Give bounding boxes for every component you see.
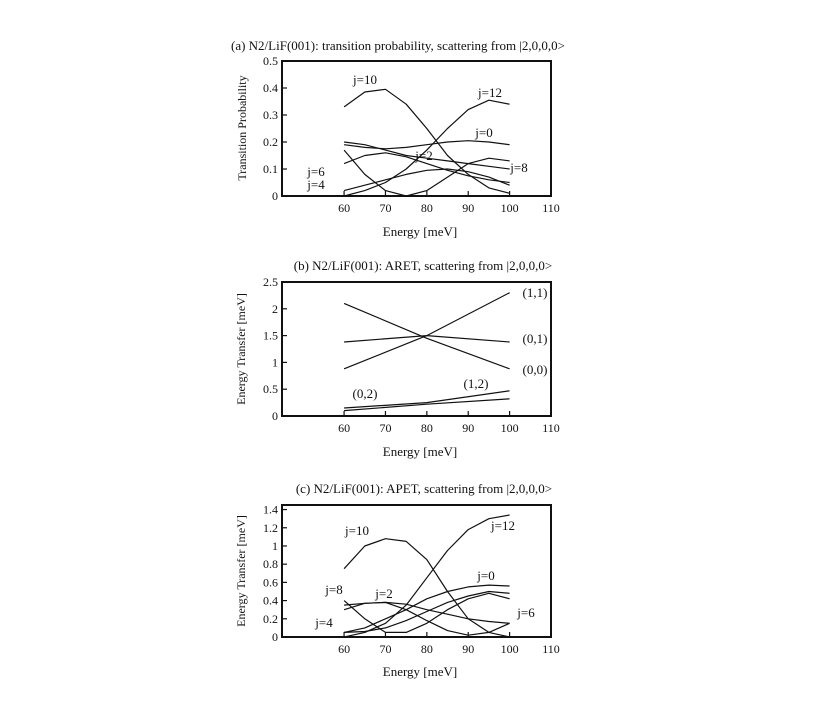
x-tick-label-a: 60 bbox=[338, 201, 350, 215]
chart-title-c: (c) N2/LiF(001): APET, scattering from |… bbox=[296, 481, 552, 496]
series-line-a-2 bbox=[344, 140, 510, 150]
series-line-a-3 bbox=[344, 141, 510, 170]
x-tick-label-a: 110 bbox=[542, 201, 560, 215]
series-label-a-5: j=4 bbox=[306, 177, 325, 192]
x-tick-label-c: 60 bbox=[338, 642, 350, 656]
y-tick-label-a: 0.4 bbox=[263, 81, 278, 95]
y-tick-label-c: 1 bbox=[272, 539, 278, 553]
y-tick-label-c: 1.4 bbox=[263, 503, 278, 517]
series-line-b-2 bbox=[343, 302, 510, 370]
chart-title-b: (b) N2/LiF(001): ARET, scattering from |… bbox=[294, 258, 552, 273]
series-label-a-4: j=6 bbox=[306, 164, 325, 179]
series-label-a-2: j=0 bbox=[474, 125, 492, 140]
x-tick-label-b: 80 bbox=[421, 421, 433, 435]
series-line-b-4 bbox=[344, 390, 510, 409]
x-tick-label-a: 90 bbox=[462, 201, 474, 215]
series-label-a-0: j=10 bbox=[352, 72, 377, 87]
series-line-b-3 bbox=[344, 398, 510, 412]
series-label-b-3: (0,2) bbox=[353, 386, 378, 401]
x-tick-label-b: 60 bbox=[338, 421, 350, 435]
series-line-c-4 bbox=[343, 592, 510, 633]
x-tick-label-c: 70 bbox=[379, 642, 391, 656]
series-label-c-6: j=6 bbox=[516, 605, 535, 620]
series-line-a-6 bbox=[343, 149, 510, 197]
x-tick-label-c: 100 bbox=[501, 642, 519, 656]
x-tick-label-a: 100 bbox=[501, 201, 519, 215]
series-label-b-4: (1,2) bbox=[464, 376, 489, 391]
x-tick-label-b: 70 bbox=[379, 421, 391, 435]
x-tick-label-c: 80 bbox=[421, 642, 433, 656]
y-tick-label-b: 0.5 bbox=[263, 382, 278, 396]
y-tick-label-a: 0.3 bbox=[263, 108, 278, 122]
series-label-c-5: j=4 bbox=[314, 615, 333, 630]
series-line-a-1 bbox=[343, 99, 510, 197]
series-line-a-5 bbox=[343, 168, 510, 192]
x-axis-label-c: Energy [meV] bbox=[383, 664, 457, 679]
series-label-c-1: j=12 bbox=[490, 518, 515, 533]
series-line-a-4 bbox=[343, 152, 510, 184]
x-tick-label-a: 70 bbox=[379, 201, 391, 215]
y-tick-label-b: 1.5 bbox=[263, 329, 278, 343]
series-label-b-2: (0,0) bbox=[523, 362, 548, 377]
series-line-b-1 bbox=[344, 335, 510, 343]
y-axis-label-a: Transition Probability bbox=[235, 75, 249, 180]
series-line-c-6 bbox=[343, 601, 510, 636]
y-tick-label-b: 2.5 bbox=[263, 275, 278, 289]
series-label-a-3: j=2 bbox=[414, 148, 432, 163]
y-tick-label-c: 1.2 bbox=[263, 521, 278, 535]
y-axis-label-b: Energy Transfer [meV] bbox=[234, 293, 248, 405]
chart-title-a: (a) N2/LiF(001): transition probability,… bbox=[231, 38, 565, 53]
series-line-c-1 bbox=[343, 514, 510, 638]
y-tick-label-b: 1 bbox=[272, 355, 278, 369]
x-tick-label-b: 110 bbox=[542, 421, 560, 435]
x-tick-label-c: 110 bbox=[542, 642, 560, 656]
series-line-b-0 bbox=[343, 292, 510, 370]
x-tick-label-b: 100 bbox=[501, 421, 519, 435]
series-label-c-3: j=2 bbox=[374, 586, 392, 601]
plot-frame-b bbox=[281, 281, 552, 417]
y-tick-label-c: 0.2 bbox=[263, 612, 278, 626]
x-tick-label-c: 90 bbox=[462, 642, 474, 656]
x-axis-label-b: Energy [meV] bbox=[383, 444, 457, 459]
series-label-c-4: j=8 bbox=[324, 582, 342, 597]
series-label-c-2: j=0 bbox=[476, 568, 494, 583]
y-tick-label-c: 0.4 bbox=[263, 594, 278, 608]
y-tick-label-a: 0.1 bbox=[263, 162, 278, 176]
series-label-b-1: (0,1) bbox=[523, 331, 548, 346]
plot-frame-a bbox=[281, 60, 552, 197]
series-line-a-0 bbox=[343, 88, 510, 194]
y-tick-label-b: 0 bbox=[272, 409, 278, 423]
plot-frame-c bbox=[281, 504, 552, 638]
series-label-c-0: j=10 bbox=[344, 523, 369, 538]
series-line-c-0 bbox=[343, 538, 510, 638]
series-label-a-1: j=12 bbox=[477, 85, 502, 100]
y-tick-label-b: 2 bbox=[272, 302, 278, 316]
y-tick-label-a: 0.2 bbox=[263, 135, 278, 149]
series-label-b-0: (1,1) bbox=[523, 285, 548, 300]
y-tick-label-c: 0 bbox=[272, 630, 278, 644]
y-axis-label-c: Energy Transfer [meV] bbox=[234, 515, 248, 627]
y-tick-label-c: 0.8 bbox=[263, 557, 278, 571]
series-line-c-2 bbox=[343, 584, 510, 633]
y-tick-label-a: 0.5 bbox=[263, 54, 278, 68]
y-tick-label-a: 0 bbox=[272, 189, 278, 203]
x-tick-label-a: 80 bbox=[421, 201, 433, 215]
x-tick-label-b: 90 bbox=[462, 421, 474, 435]
x-axis-label-a: Energy [meV] bbox=[383, 224, 457, 239]
series-line-c-5 bbox=[344, 590, 510, 633]
series-label-a-6: j=8 bbox=[509, 160, 527, 175]
y-tick-label-c: 0.6 bbox=[263, 575, 278, 589]
